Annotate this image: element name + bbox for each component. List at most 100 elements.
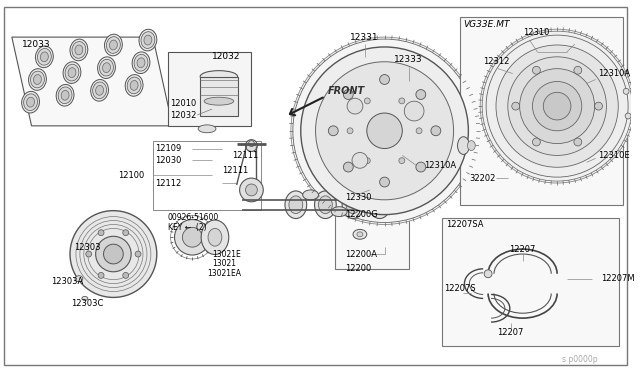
Ellipse shape	[357, 232, 363, 237]
Ellipse shape	[29, 69, 46, 90]
Circle shape	[416, 162, 426, 172]
Circle shape	[182, 227, 202, 247]
Polygon shape	[12, 246, 173, 335]
Text: 12109: 12109	[155, 144, 181, 153]
Circle shape	[380, 177, 390, 187]
Text: VG33E.MT: VG33E.MT	[463, 20, 510, 29]
Ellipse shape	[61, 90, 69, 100]
Text: 12200G: 12200G	[345, 210, 378, 219]
Text: 12207: 12207	[509, 245, 536, 254]
Circle shape	[399, 98, 404, 104]
Circle shape	[70, 211, 157, 298]
Circle shape	[86, 251, 92, 257]
Text: 12112: 12112	[155, 179, 181, 187]
Ellipse shape	[369, 191, 390, 218]
Circle shape	[399, 158, 404, 164]
Ellipse shape	[139, 29, 157, 51]
Text: 12032: 12032	[212, 52, 241, 61]
Text: 12310A: 12310A	[598, 69, 630, 78]
Ellipse shape	[72, 42, 86, 58]
Circle shape	[316, 62, 454, 200]
Ellipse shape	[33, 75, 42, 84]
Text: 12207S: 12207S	[444, 284, 476, 293]
Text: 12111: 12111	[232, 151, 258, 160]
Circle shape	[532, 66, 540, 74]
Bar	[442, 218, 620, 346]
Circle shape	[95, 236, 131, 272]
Circle shape	[623, 89, 629, 94]
Text: 12200A: 12200A	[345, 250, 377, 259]
Text: 12030: 12030	[155, 156, 181, 165]
Text: 12033: 12033	[22, 39, 51, 48]
Ellipse shape	[458, 137, 469, 154]
Circle shape	[416, 128, 422, 134]
Text: 32202: 32202	[469, 174, 496, 183]
Ellipse shape	[134, 54, 148, 71]
Text: 12331: 12331	[350, 33, 379, 42]
Circle shape	[532, 81, 582, 131]
Ellipse shape	[125, 75, 143, 96]
Circle shape	[175, 219, 210, 255]
Text: KEY ←  (2): KEY ← (2)	[168, 223, 206, 232]
Ellipse shape	[22, 92, 40, 113]
Ellipse shape	[102, 63, 111, 73]
Ellipse shape	[132, 52, 150, 74]
Ellipse shape	[56, 84, 74, 106]
Ellipse shape	[332, 207, 347, 217]
Circle shape	[380, 74, 390, 84]
Circle shape	[404, 101, 424, 121]
Circle shape	[496, 45, 618, 167]
Circle shape	[246, 184, 257, 196]
Ellipse shape	[109, 40, 117, 50]
Circle shape	[480, 29, 634, 183]
Ellipse shape	[93, 82, 106, 99]
Circle shape	[364, 98, 371, 104]
Circle shape	[246, 140, 257, 151]
Ellipse shape	[63, 62, 81, 83]
Text: 12303A: 12303A	[51, 277, 84, 286]
Ellipse shape	[95, 86, 104, 95]
Ellipse shape	[289, 196, 303, 214]
Bar	[335, 210, 409, 269]
Ellipse shape	[75, 276, 83, 282]
Circle shape	[416, 90, 426, 99]
Ellipse shape	[91, 80, 109, 101]
Ellipse shape	[208, 228, 222, 246]
Ellipse shape	[40, 52, 49, 62]
Text: 12310: 12310	[523, 28, 549, 37]
Ellipse shape	[106, 36, 120, 53]
Text: 12207: 12207	[497, 328, 524, 337]
Circle shape	[248, 141, 255, 147]
Bar	[168, 52, 252, 126]
Circle shape	[347, 128, 353, 134]
Circle shape	[135, 251, 141, 257]
Text: 12312: 12312	[483, 57, 509, 66]
Circle shape	[344, 162, 353, 172]
Circle shape	[239, 178, 263, 202]
Circle shape	[520, 69, 595, 144]
Text: 12330: 12330	[345, 193, 372, 202]
Ellipse shape	[24, 94, 38, 110]
Ellipse shape	[100, 59, 113, 76]
Text: 12303C: 12303C	[71, 299, 104, 308]
Ellipse shape	[75, 45, 83, 55]
Text: 12100: 12100	[118, 171, 145, 180]
Circle shape	[532, 138, 540, 146]
Text: 00926-51600: 00926-51600	[168, 213, 219, 222]
Text: 12111: 12111	[222, 166, 248, 175]
Ellipse shape	[137, 58, 145, 68]
Circle shape	[291, 37, 478, 224]
Circle shape	[574, 138, 582, 146]
Ellipse shape	[346, 196, 360, 214]
Text: 13021E: 13021E	[212, 250, 241, 259]
Circle shape	[123, 272, 129, 278]
Ellipse shape	[358, 190, 374, 200]
Text: 12200: 12200	[345, 264, 371, 273]
Text: 12310E: 12310E	[598, 151, 630, 160]
Ellipse shape	[372, 196, 387, 214]
Ellipse shape	[285, 191, 307, 218]
Ellipse shape	[127, 77, 141, 94]
Text: s p0000p: s p0000p	[562, 355, 598, 364]
Ellipse shape	[68, 68, 76, 77]
Ellipse shape	[144, 35, 152, 45]
